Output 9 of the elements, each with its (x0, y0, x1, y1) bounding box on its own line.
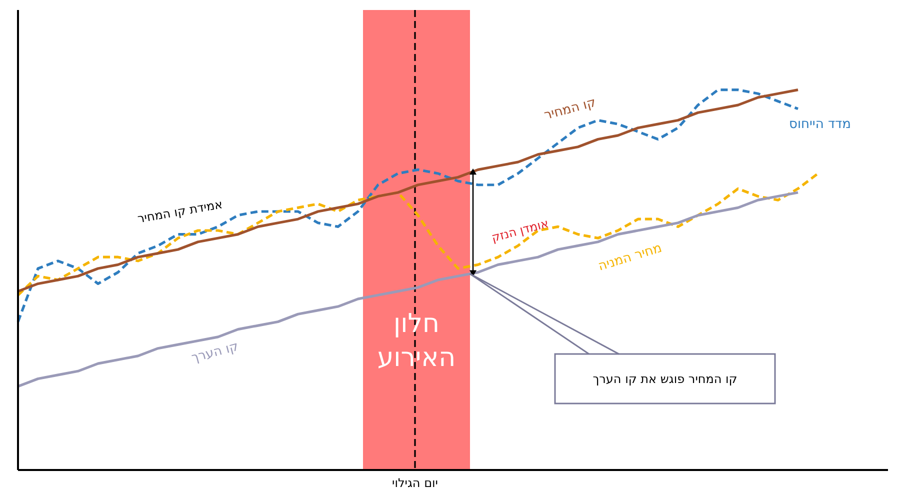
text: קו הערך (190, 339, 240, 366)
annotation: קו המחיר פוגש את קו הערך (592, 372, 738, 386)
annotation: אומדן הנזק (490, 216, 550, 245)
annotation: חלון האירוע (377, 309, 456, 374)
annotation: אמידת קו המחיר (136, 197, 224, 226)
text: קו המחיר (542, 95, 598, 124)
text: מחיר המניה (596, 240, 664, 274)
text: יום הגילוי (392, 476, 438, 490)
series-label: מדד הייחוס (789, 117, 851, 132)
